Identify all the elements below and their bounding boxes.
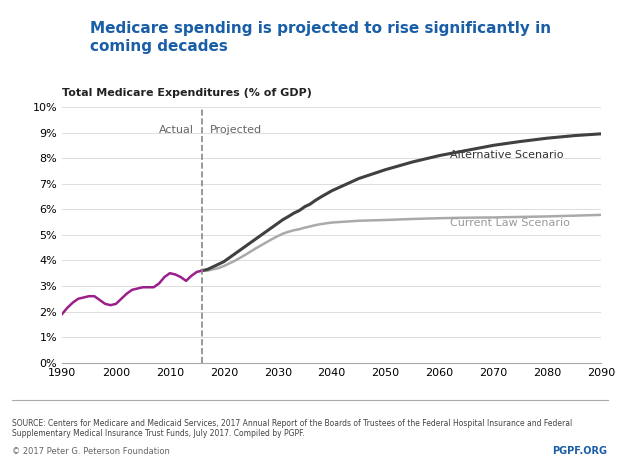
Bar (0, 0, 205, 84)
Text: Projected: Projected (210, 125, 262, 135)
Text: PGPF.ORG: PGPF.ORG (552, 445, 608, 456)
Text: © 2017 Peter G. Peterson Foundation: © 2017 Peter G. Peterson Foundation (12, 447, 170, 456)
Text: PETER G.: PETER G. (17, 21, 57, 30)
Text: Total Medicare Expenditures (% of GDP): Total Medicare Expenditures (% of GDP) (62, 88, 312, 98)
Text: PETERSON: PETERSON (14, 37, 60, 47)
Text: Alternative Scenario: Alternative Scenario (450, 150, 564, 160)
Text: Current Law Scenario: Current Law Scenario (450, 218, 570, 228)
Text: FOUNDATION: FOUNDATION (14, 56, 61, 61)
Text: Medicare spending is projected to rise significantly in
coming decades: Medicare spending is projected to rise s… (90, 21, 551, 54)
Text: SOURCE: Centers for Medicare and Medicaid Services, 2017 Annual Report of the Bo: SOURCE: Centers for Medicare and Medicai… (12, 418, 573, 438)
Text: Actual: Actual (159, 125, 194, 135)
